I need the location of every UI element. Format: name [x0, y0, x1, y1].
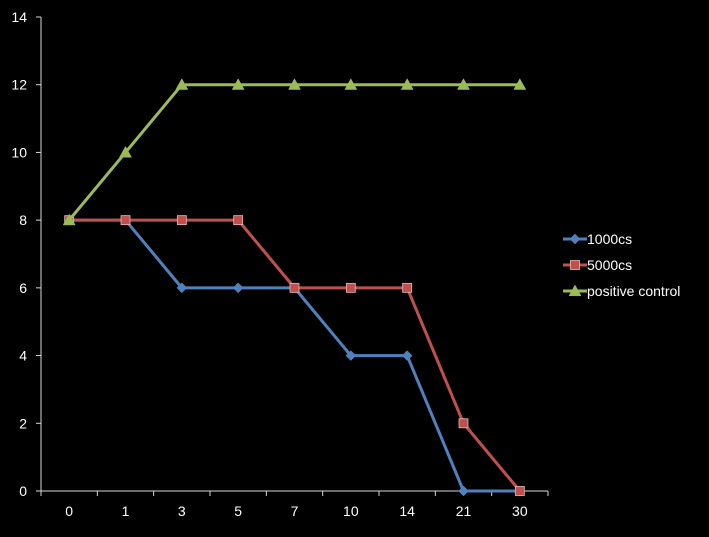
data-point — [119, 145, 132, 158]
x-tick-label: 3 — [178, 503, 186, 519]
legend-swatch-marker — [568, 284, 582, 297]
legend-entry: 5000cs — [563, 257, 632, 273]
series-line — [69, 218, 521, 492]
data-point — [288, 78, 301, 90]
y-tick-label: 2 — [19, 415, 27, 431]
y-tick-label: 8 — [19, 212, 27, 228]
data-point — [400, 78, 414, 90]
x-tick-label: 14 — [399, 503, 415, 519]
data-point — [62, 213, 76, 226]
x-tick-label: 5 — [234, 503, 242, 519]
y-tick-label: 4 — [19, 348, 27, 364]
x-tick-label: 10 — [343, 503, 359, 519]
y-tick-label: 0 — [19, 483, 27, 499]
y-tick-label: 6 — [19, 280, 27, 296]
data-point — [513, 78, 527, 90]
data-point — [232, 282, 244, 294]
x-tick-label: 0 — [65, 503, 73, 519]
legend-swatch-marker — [570, 260, 580, 270]
data-point — [457, 78, 470, 90]
axes: 0 2 4 6 8 10 12 14 0 1 3 5 7 10 14 21 30 — [11, 9, 549, 519]
legend-label: 1000cs — [587, 231, 632, 247]
x-tick-label: 30 — [512, 503, 528, 519]
legend-swatch-marker — [569, 233, 581, 245]
legend-label: positive control — [587, 283, 680, 299]
data-point — [233, 215, 244, 226]
legend-entry: 1000cs — [563, 231, 632, 247]
series-1 — [64, 215, 525, 496]
data-point — [458, 418, 469, 429]
data-point — [402, 282, 413, 293]
series-line — [68, 83, 520, 222]
x-tick-label: 7 — [291, 503, 299, 519]
series-2 — [62, 78, 527, 226]
data-point — [175, 78, 189, 90]
y-tick-label: 12 — [11, 77, 27, 93]
y-tick-label: 10 — [11, 144, 27, 160]
data-point — [345, 282, 356, 293]
data-point — [344, 78, 358, 90]
data-point — [401, 350, 413, 361]
data-point — [176, 215, 187, 226]
x-tick-label: 21 — [456, 503, 472, 519]
data-point — [345, 350, 357, 361]
series-lines — [62, 78, 527, 497]
data-point — [176, 282, 188, 294]
legend: 1000cs 5000cs positive control — [563, 231, 680, 299]
series-0 — [63, 214, 526, 497]
data-point — [289, 282, 300, 293]
series-line — [69, 218, 520, 493]
data-point — [458, 485, 469, 497]
x-tick-label: 1 — [122, 503, 130, 519]
y-tick-label: 14 — [11, 9, 27, 25]
data-point — [231, 78, 245, 90]
legend-entry: positive control — [563, 283, 680, 299]
data-point — [120, 215, 131, 226]
data-point — [514, 486, 525, 496]
legend-label: 5000cs — [587, 257, 632, 273]
